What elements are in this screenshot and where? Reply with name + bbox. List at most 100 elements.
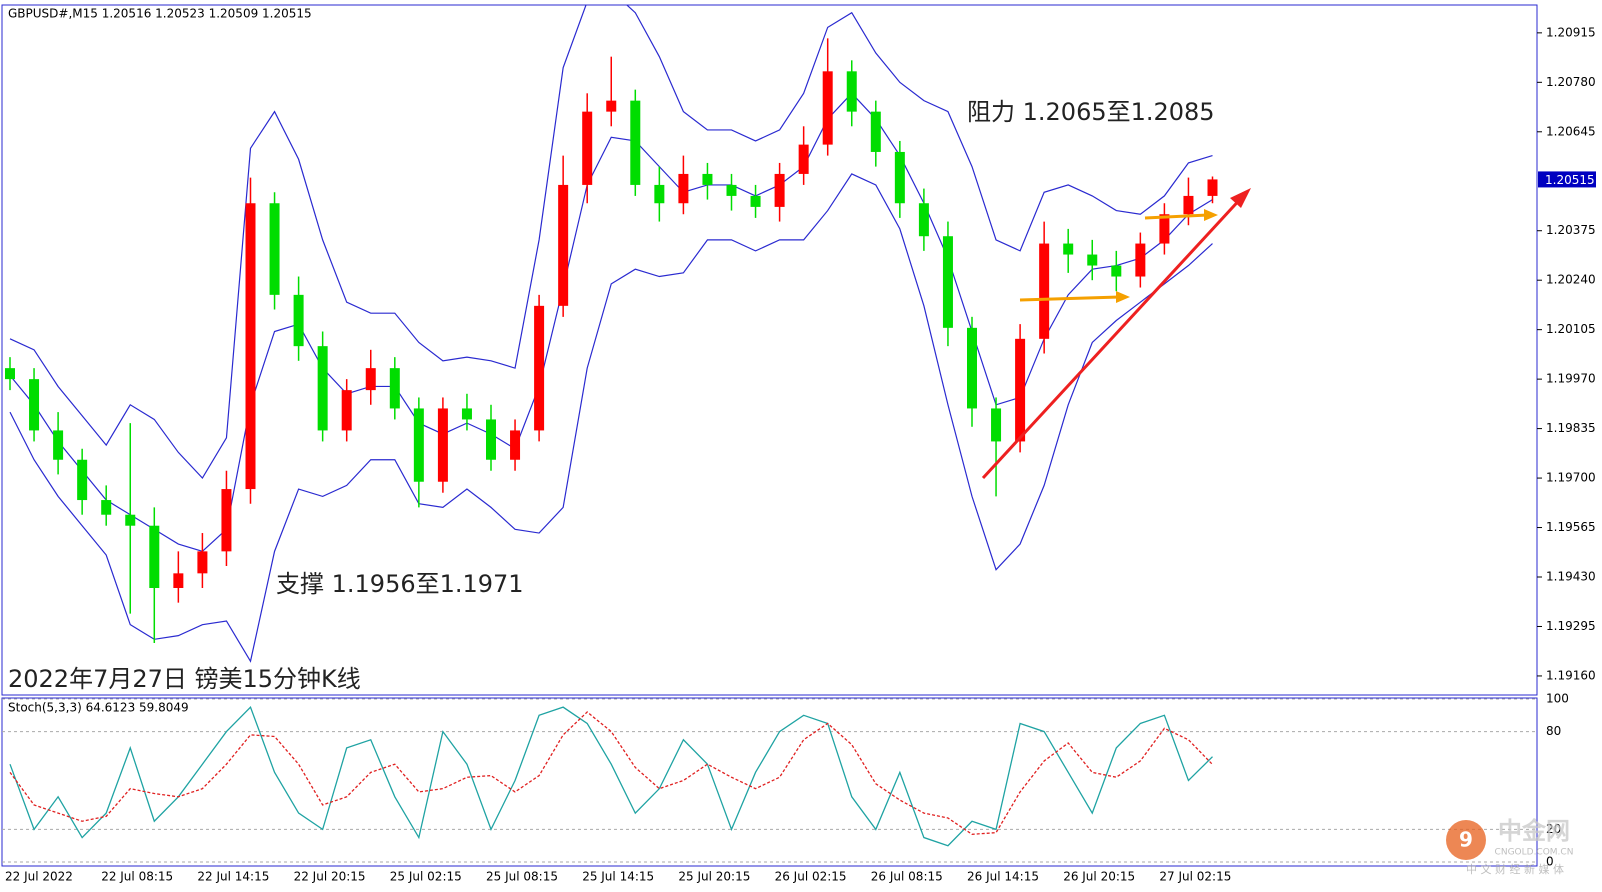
symbol-header: GBPUSD#,M15 1.20516 1.20523 1.20509 1.20… — [8, 7, 312, 21]
candle-body — [245, 203, 256, 490]
arrow-head — [1116, 291, 1130, 303]
support-note: 支撑 1.1956至1.1971 — [276, 570, 524, 598]
candle-body — [221, 489, 232, 552]
candle-body — [702, 173, 713, 185]
candle-body — [125, 514, 136, 526]
candle-body — [1063, 243, 1074, 255]
y-tick-label: 1.20780 — [1546, 75, 1596, 89]
stoch-line — [9, 705, 1213, 847]
candle-body — [1135, 243, 1146, 277]
candle-body — [5, 368, 15, 380]
flat-arrow — [1019, 295, 1121, 302]
stoch-header: Stoch(5,3,3) 64.6123 59.8049 — [8, 701, 189, 715]
candle-body — [726, 184, 737, 196]
candle-body — [846, 71, 857, 112]
candle-body — [1015, 338, 1026, 442]
candle-body — [582, 111, 593, 185]
candle-body — [53, 430, 64, 460]
candle-body — [173, 573, 184, 589]
bollinger-band — [9, 5, 1213, 480]
x-tick-label: 26 Jul 20:15 — [1063, 870, 1135, 884]
candle-body — [1183, 195, 1194, 215]
candle-body — [197, 551, 208, 574]
watermark-slogan: 中 文 财 经 新 媒 体 — [1466, 862, 1564, 876]
bollinger-band — [9, 173, 1213, 663]
y-tick-label: 1.19430 — [1546, 570, 1596, 584]
candle-body — [654, 184, 665, 204]
main-plot — [5, 5, 1218, 663]
flat-arrow — [1144, 213, 1209, 220]
candle-body — [967, 327, 977, 409]
candle-body — [1111, 265, 1122, 277]
candle-body — [317, 346, 328, 431]
x-tick-label: 25 Jul 20:15 — [678, 870, 750, 884]
x-tick-label: 22 Jul 2022 — [5, 870, 73, 884]
logo — [1446, 820, 1486, 860]
y-tick-label: 1.19835 — [1546, 421, 1596, 435]
candle-body — [461, 408, 472, 420]
candle-body — [750, 195, 761, 207]
candle-body — [29, 379, 40, 431]
candle-body — [341, 390, 352, 431]
y-tick-label: 1.19700 — [1546, 471, 1596, 485]
candle-body — [798, 144, 809, 174]
x-tick-label: 25 Jul 08:15 — [486, 870, 558, 884]
candle-body — [774, 173, 785, 207]
watermark: 9 中金网 CNGOLD.COM.CN 中 文 财 经 新 媒 体 — [1446, 817, 1573, 876]
candle-body — [678, 173, 689, 204]
x-tick-label: 22 Jul 20:15 — [294, 870, 366, 884]
x-tick-label: 25 Jul 02:15 — [390, 870, 462, 884]
candle-body — [870, 111, 881, 152]
y-tick-label: 1.19160 — [1546, 668, 1596, 682]
axes: 1.20915 1.20780 1.20645 1.20375 1.20240 1.201… — [5, 25, 1596, 884]
candle-body — [365, 368, 376, 391]
main-panel — [1, 4, 1538, 696]
candle-body — [101, 500, 112, 515]
candle-body — [293, 294, 304, 347]
candle-body — [558, 184, 569, 306]
trend-arrow — [981, 193, 1246, 480]
watermark-site: CNGOLD.COM.CN — [1495, 848, 1574, 858]
bollinger-band — [9, 92, 1213, 553]
x-tick-label: 22 Jul 08:15 — [101, 870, 173, 884]
candle-body — [894, 151, 905, 204]
x-tick-label: 27 Jul 02:15 — [1159, 870, 1231, 884]
candle-body — [1039, 243, 1050, 339]
candle-body — [486, 419, 496, 460]
y-tick-label: 1.19970 — [1546, 372, 1596, 386]
candle-body — [606, 100, 617, 112]
y-tick-label: 80 — [1546, 724, 1561, 738]
watermark-name: 中金网 — [1498, 817, 1570, 845]
y-tick-label: 20 — [1546, 822, 1561, 836]
candle-body — [942, 236, 953, 328]
x-tick-label: 22 Jul 14:15 — [197, 870, 269, 884]
y-tick-label: 1.20645 — [1546, 124, 1596, 138]
candle-body — [991, 408, 1002, 442]
candle-body — [822, 71, 833, 145]
candle-body — [149, 525, 160, 589]
candle-body — [1159, 214, 1170, 244]
y-tick-label: 1.19295 — [1546, 619, 1596, 633]
resistance-note: 阻力 1.2065至1.2085 — [967, 98, 1215, 126]
candle-body — [630, 100, 641, 185]
y-tick-label: 100 — [1546, 692, 1569, 706]
candle-body — [1087, 254, 1098, 266]
stoch-plot — [2, 698, 1537, 863]
candle-body — [918, 203, 929, 237]
stoch-line — [9, 711, 1213, 835]
y-tick-label: 1.19565 — [1546, 520, 1596, 534]
candle-body — [1207, 179, 1218, 196]
logo-mark: 9 — [1459, 828, 1473, 852]
candle-body — [534, 305, 545, 431]
y-tick-label: 1.20915 — [1546, 25, 1596, 39]
y-tick-label: 1.20375 — [1546, 223, 1596, 237]
candle-body — [269, 203, 280, 295]
candle-body — [413, 408, 424, 482]
x-tick-label: 26 Jul 14:15 — [967, 870, 1039, 884]
candle-body — [510, 430, 521, 460]
candle-body — [389, 368, 400, 409]
chart-caption: 2022年7月27日 镑美15分钟K线 — [8, 665, 361, 693]
arrow-head — [1204, 209, 1218, 221]
